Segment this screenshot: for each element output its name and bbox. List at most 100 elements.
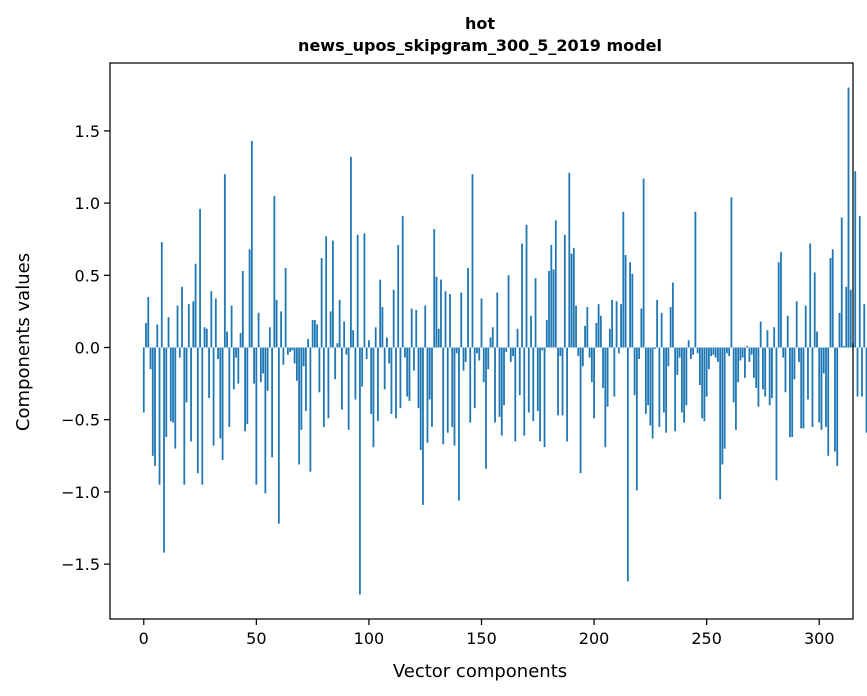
bar [491,327,494,348]
bar [527,347,530,413]
bar [662,347,665,413]
bar [685,347,688,406]
bar [185,347,188,403]
bar [458,347,460,501]
bar [291,347,294,351]
bar [201,347,204,485]
bar [235,347,237,358]
bar [169,347,172,422]
bar [219,347,222,439]
bar [467,268,469,348]
y-tick-label: 1.5 [75,122,100,141]
bar [766,330,769,348]
bar [471,174,474,348]
bar [570,253,573,348]
bar [838,312,841,348]
bar [187,304,190,348]
bar [350,156,352,348]
bar [563,234,566,348]
bar [710,347,713,357]
bar [784,347,787,393]
bar [696,347,699,354]
y-tick-label: −0.5 [61,411,100,430]
bar [726,347,728,354]
bar [642,178,645,348]
bar-series [142,87,867,595]
bar [404,347,406,358]
bar [548,270,550,348]
bar [250,140,253,348]
bar [399,347,402,409]
bar [509,347,512,362]
bar [363,233,366,348]
bar [329,311,332,348]
bar [408,347,411,401]
bar [793,347,796,380]
bar [494,347,496,423]
bar [701,347,704,419]
bar [732,347,735,403]
bar [753,347,755,378]
bar [318,347,321,393]
bar [712,347,715,355]
bar [597,304,600,348]
x-tick-label: 0 [139,629,149,648]
bar [559,347,562,357]
bar [584,325,586,348]
bar [325,236,328,348]
bar [590,347,593,383]
bar [482,347,485,383]
bar [523,347,526,436]
bar [374,327,377,348]
bar [759,321,762,348]
bar [647,347,650,406]
bar [840,217,843,348]
bar [800,347,803,429]
bar [640,308,643,348]
bar [536,347,539,412]
bar [543,347,546,448]
bar [539,347,541,442]
bar [462,347,465,371]
bar [379,279,382,348]
bar [680,347,683,413]
bar [514,347,517,442]
bar [561,347,564,416]
bar [365,347,368,360]
bar [566,347,568,442]
bar [849,289,852,348]
bar [521,243,523,348]
bar [617,347,620,354]
bar [671,282,674,348]
bar [861,347,863,397]
bar [199,208,201,348]
bar [241,270,244,348]
bar [347,347,350,430]
bar [401,216,404,348]
bar [822,347,825,374]
bar [361,347,364,387]
bar [593,347,595,419]
bar [192,301,195,348]
bar [771,347,773,399]
bar [512,347,514,357]
bar [721,347,724,465]
bar [550,244,553,348]
bar [410,308,413,348]
bar [437,328,440,348]
bar [683,347,686,423]
bar [464,347,467,362]
bar [147,296,150,348]
y-axis-label: Components values [13,253,34,431]
bar [453,347,456,446]
bar [723,347,726,449]
y-tick-label: −1.0 [61,483,100,502]
bar [782,347,785,358]
bar [422,347,424,505]
bar [581,347,584,367]
x-tick-label: 100 [354,629,385,648]
bar [476,347,478,354]
bar [352,330,355,348]
bar [145,322,147,348]
bar [428,347,431,400]
